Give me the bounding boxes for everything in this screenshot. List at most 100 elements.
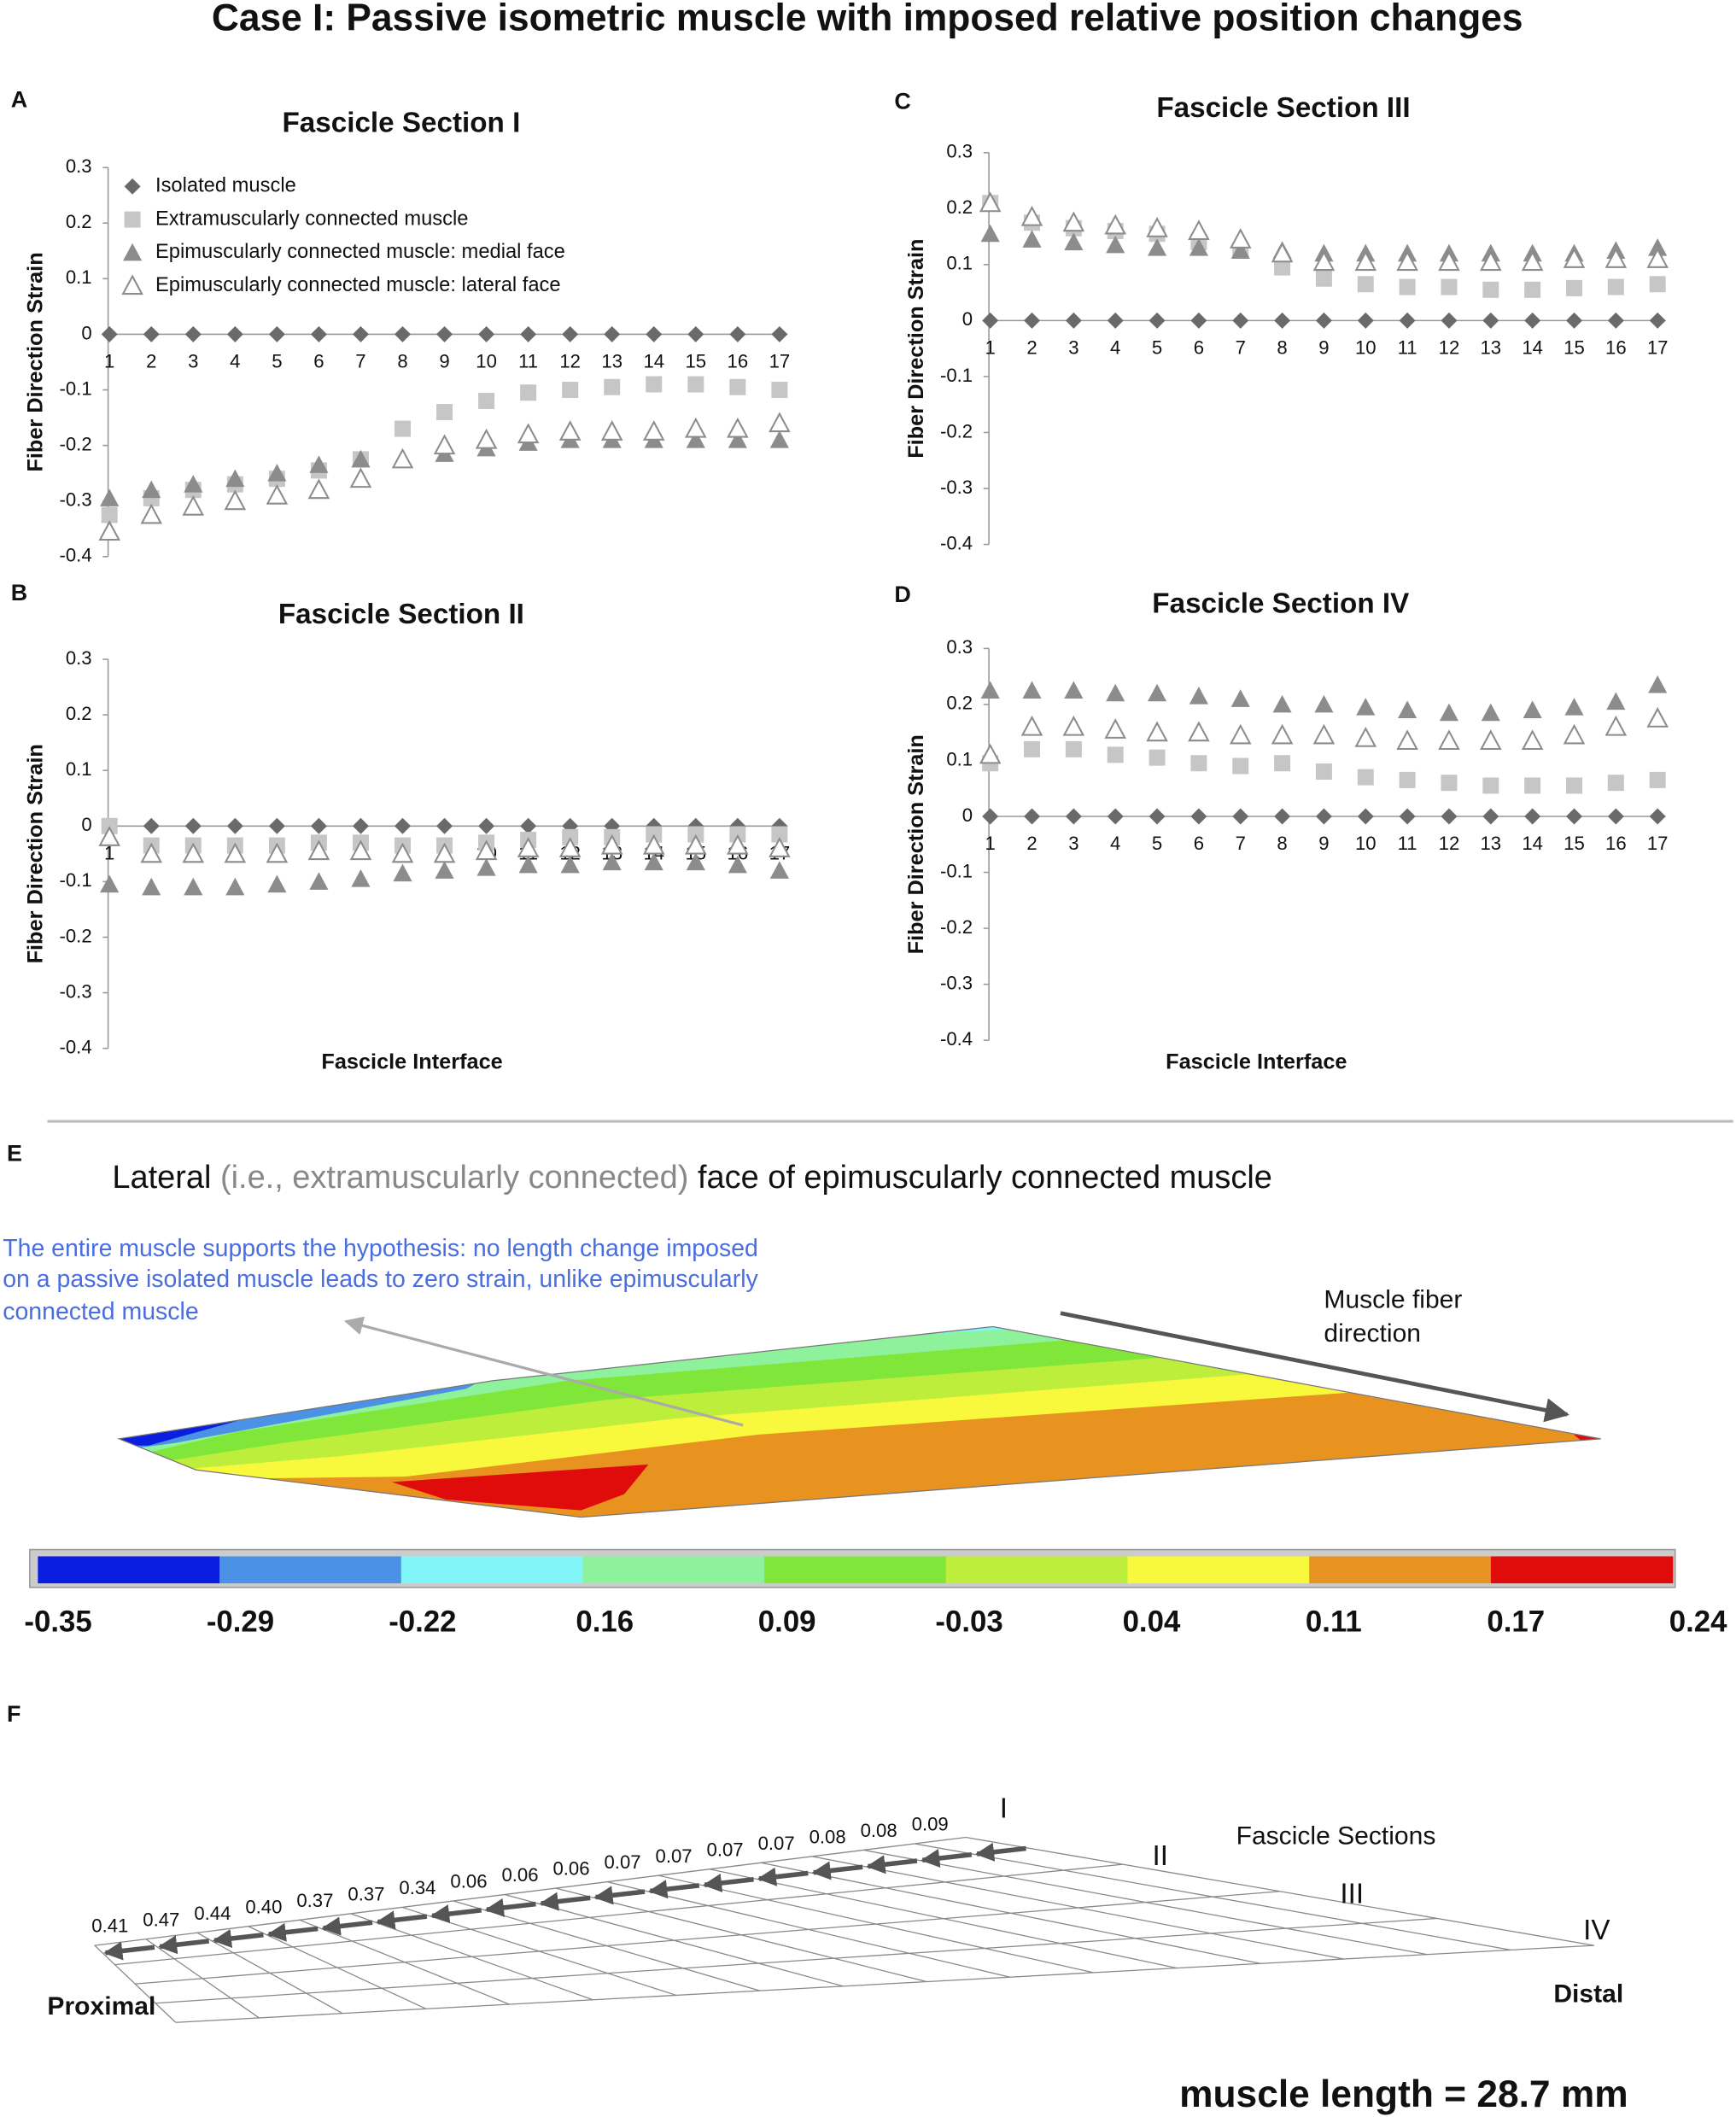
point: [436, 817, 453, 834]
colorbar-band: [1127, 1556, 1310, 1584]
point: [1312, 723, 1336, 745]
y-tick-label: 0.2: [66, 211, 92, 232]
point: [393, 863, 412, 882]
x-tick-label: 1: [104, 842, 114, 863]
grid-line: [606, 1881, 1010, 1978]
point: [349, 467, 372, 488]
x-tick-label: 11: [1398, 833, 1417, 854]
strain-arrow: [158, 1935, 210, 1955]
point: [1188, 219, 1210, 241]
y-tick-label: 0.3: [946, 636, 973, 658]
y-tick-label: -0.2: [940, 420, 973, 442]
point: [1354, 726, 1377, 747]
colorbar-band: [400, 1556, 584, 1584]
point: [475, 839, 498, 861]
point: [642, 833, 665, 855]
strain-label: 0.07: [656, 1845, 693, 1867]
strain-label: 0.08: [810, 1826, 846, 1847]
point: [226, 325, 243, 342]
point: [769, 861, 789, 879]
point: [1314, 694, 1334, 713]
point: [1149, 749, 1166, 766]
point: [1399, 312, 1416, 329]
point: [728, 430, 747, 448]
x-tick-label: 2: [1026, 336, 1037, 358]
point: [1312, 250, 1336, 272]
x-tick-label: 5: [1152, 336, 1162, 358]
strain-label: 0.07: [758, 1833, 795, 1854]
point: [395, 817, 411, 834]
y-tick-label: -0.3: [60, 980, 92, 1002]
point: [686, 430, 705, 448]
point: [1399, 808, 1416, 825]
colorbar-band: [764, 1556, 947, 1584]
point: [1523, 700, 1542, 718]
point: [560, 855, 580, 874]
point: [1189, 686, 1208, 705]
strain-label: 0.06: [450, 1871, 487, 1892]
point: [982, 312, 999, 329]
point: [604, 378, 621, 395]
point: [684, 833, 707, 855]
grid-line: [135, 1891, 1281, 1985]
point: [1607, 312, 1624, 329]
point: [769, 412, 791, 433]
y-tick-label: 0.2: [946, 196, 973, 218]
x-tick-label: 11: [518, 350, 538, 371]
grid-line: [453, 1900, 760, 1991]
muscle-length: muscle length = 28.7 mm: [1179, 2073, 1628, 2115]
strain-arrow: [266, 1922, 319, 1942]
strain-arrow: [811, 1861, 863, 1880]
grid-line: [155, 1917, 1437, 2004]
strain-label: 0.09: [912, 1814, 949, 1835]
strain-arrow: [866, 1855, 918, 1874]
contour-band: [119, 1326, 1196, 1462]
point: [435, 861, 454, 879]
point: [1649, 808, 1666, 825]
point: [1438, 729, 1460, 751]
heading-part: Lateral: [112, 1160, 211, 1196]
point: [395, 325, 411, 342]
point: [1232, 757, 1249, 775]
colorbar-label: 0.17: [1487, 1605, 1545, 1639]
panel-letter: B: [11, 580, 27, 605]
y-tick-label: 0: [962, 308, 973, 330]
point: [1649, 276, 1666, 293]
point: [1438, 250, 1460, 272]
point: [771, 826, 788, 843]
point: [769, 430, 789, 448]
panel-letter: F: [7, 1701, 20, 1727]
point: [602, 852, 622, 871]
point: [1480, 729, 1502, 751]
point: [1104, 213, 1127, 235]
distal-label: Distal: [1553, 1980, 1623, 2009]
y-tick-label: -0.1: [60, 869, 92, 891]
point: [604, 325, 621, 342]
panel-heading: Lateral (i.e., extramuscularly connected…: [112, 1160, 1272, 1196]
point: [1646, 248, 1669, 268]
point: [684, 417, 707, 438]
point: [1274, 808, 1291, 825]
point: [1232, 808, 1249, 825]
point: [686, 852, 705, 871]
point: [1399, 771, 1416, 788]
point: [1357, 808, 1374, 825]
point: [1104, 718, 1127, 739]
point: [1648, 238, 1668, 256]
point: [121, 274, 143, 295]
x-axis-label: Fascicle Interface: [321, 1050, 502, 1074]
point: [1441, 775, 1458, 792]
x-tick-label: 6: [1194, 833, 1204, 854]
point: [1020, 715, 1043, 736]
y-tick-label: -0.4: [940, 1028, 973, 1050]
point: [1646, 707, 1669, 728]
grid-line: [504, 1893, 844, 1987]
point: [225, 877, 245, 896]
point: [98, 826, 121, 846]
x-tick-label: 2: [146, 350, 156, 371]
section-label: III: [1340, 1878, 1364, 1909]
point: [100, 874, 120, 893]
point: [600, 833, 623, 855]
grid-line: [760, 1862, 1261, 1964]
